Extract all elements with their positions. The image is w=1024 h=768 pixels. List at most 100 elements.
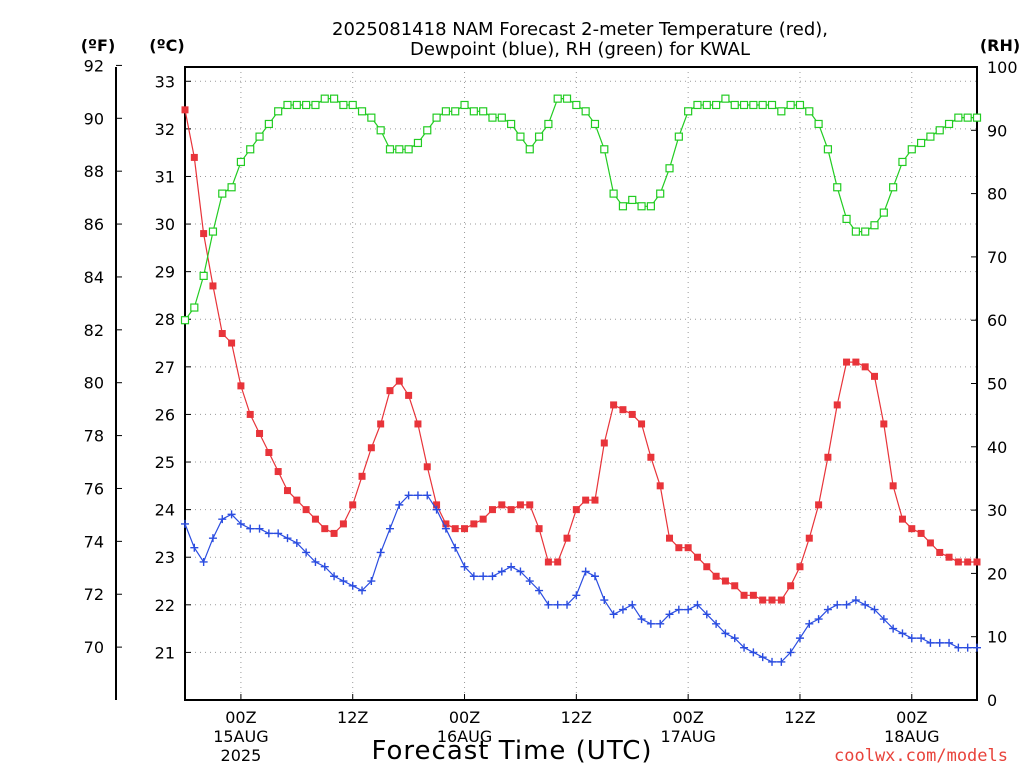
temperature-point [563, 534, 571, 542]
dewpoint-point [777, 657, 786, 666]
fahrenheit-tick-label: 92 [84, 56, 104, 75]
dewpoint-point [218, 515, 227, 524]
rh-point [674, 132, 683, 141]
dewpoint-point [348, 581, 357, 590]
rh-point [302, 100, 311, 110]
rh-point [562, 94, 572, 103]
x-tick-year-label: 2025 [221, 746, 262, 765]
temperature-point [293, 496, 301, 504]
rh-point [246, 145, 255, 154]
rh-point [730, 100, 739, 110]
rh-point [767, 100, 777, 110]
dewpoint-point [814, 615, 823, 624]
celsius-tick-label: 30 [155, 215, 175, 234]
rh-tick-label: 10 [987, 628, 1007, 647]
dewpoint-point [646, 619, 655, 628]
rh-point [357, 107, 367, 116]
temperature-point [302, 506, 310, 514]
credit-text: coolwx.com/models [834, 746, 1008, 766]
dewpoint-point [479, 572, 488, 581]
temperature-point [675, 544, 683, 552]
rh-point [833, 183, 842, 192]
temperature-point [889, 482, 897, 490]
rh-point [572, 100, 581, 110]
temperature-point [600, 439, 608, 447]
dewpoint-point [879, 615, 888, 624]
rh-series [180, 94, 982, 325]
dewpoint-point [851, 596, 860, 605]
dewpoint-point [227, 510, 236, 519]
temperature-point [181, 106, 189, 114]
dewpoint-point [730, 634, 739, 643]
fahrenheit-tick-label: 86 [84, 215, 104, 234]
dewpoint-point [823, 605, 832, 614]
dewpoint-point [628, 600, 637, 609]
temperature-point [656, 482, 664, 490]
rh-tick-label: 60 [987, 311, 1007, 330]
rh-point [665, 164, 674, 173]
temperature-point [311, 515, 319, 523]
temperature-point [526, 501, 534, 509]
rh-point [199, 271, 208, 280]
rh-tick-label: 80 [987, 185, 1007, 204]
chart-title-line2: Dewpoint (blue), RH (green) for KWAL [410, 39, 750, 60]
rh-point [898, 157, 907, 167]
temperature-point [684, 544, 692, 552]
temperature-point [936, 548, 944, 556]
rh-point [889, 183, 898, 192]
rh-point [516, 132, 525, 141]
rh-point [972, 113, 982, 122]
temperature-point [265, 449, 273, 457]
rh-point [507, 119, 516, 129]
rh-point [395, 145, 404, 154]
temperature-point [712, 572, 720, 580]
temperature-point [591, 496, 599, 504]
dewpoint-point [451, 543, 460, 552]
temperature-point [209, 282, 217, 290]
dewpoint-point [963, 643, 972, 652]
rh-point [423, 126, 432, 135]
dewpoint-point [973, 643, 981, 652]
fahrenheit-unit-label: (ºF) [81, 36, 116, 55]
dewpoint-point [833, 600, 842, 609]
rh-point [553, 94, 562, 103]
temperature-point [787, 582, 795, 590]
temperature-point [964, 558, 972, 566]
rh-point [180, 316, 190, 325]
dewpoint-point [563, 600, 572, 609]
rh-point [851, 227, 860, 236]
fahrenheit-tick-label: 84 [84, 268, 104, 287]
temperature-point [554, 558, 562, 566]
rh-point [544, 119, 553, 129]
dewpoint-point [768, 657, 777, 666]
fahrenheit-tick-label: 88 [84, 162, 104, 181]
dewpoint-point [917, 634, 926, 643]
celsius-tick-label: 23 [155, 548, 175, 567]
temperature-point [386, 387, 394, 395]
dewpoint-point [385, 524, 394, 533]
rh-point [432, 113, 441, 122]
x-tick-label: 00Z [225, 708, 256, 727]
temperature-point [666, 534, 674, 542]
fahrenheit-tick-label: 82 [84, 321, 104, 340]
temperature-point [367, 444, 375, 452]
dewpoint-point [572, 591, 581, 600]
rh-point [255, 132, 264, 141]
dewpoint-point [236, 519, 245, 528]
celsius-tick-label: 22 [155, 596, 175, 615]
x-tick-label: 00Z [449, 708, 480, 727]
dewpoint-point [749, 648, 758, 657]
rh-point [609, 189, 618, 198]
dewpoint-point [553, 600, 562, 609]
temperature-point [200, 230, 208, 238]
temperature-point [582, 496, 590, 504]
fahrenheit-tick-label: 72 [84, 585, 104, 604]
temperature-point [274, 468, 282, 476]
temperature-point [339, 520, 347, 528]
dewpoint-point [954, 643, 963, 652]
rh-point [590, 119, 600, 129]
dewpoint-point [432, 505, 441, 514]
fahrenheit-tick-label: 78 [84, 427, 104, 446]
temperature-point [945, 553, 953, 561]
dewpoint-point [805, 619, 814, 628]
